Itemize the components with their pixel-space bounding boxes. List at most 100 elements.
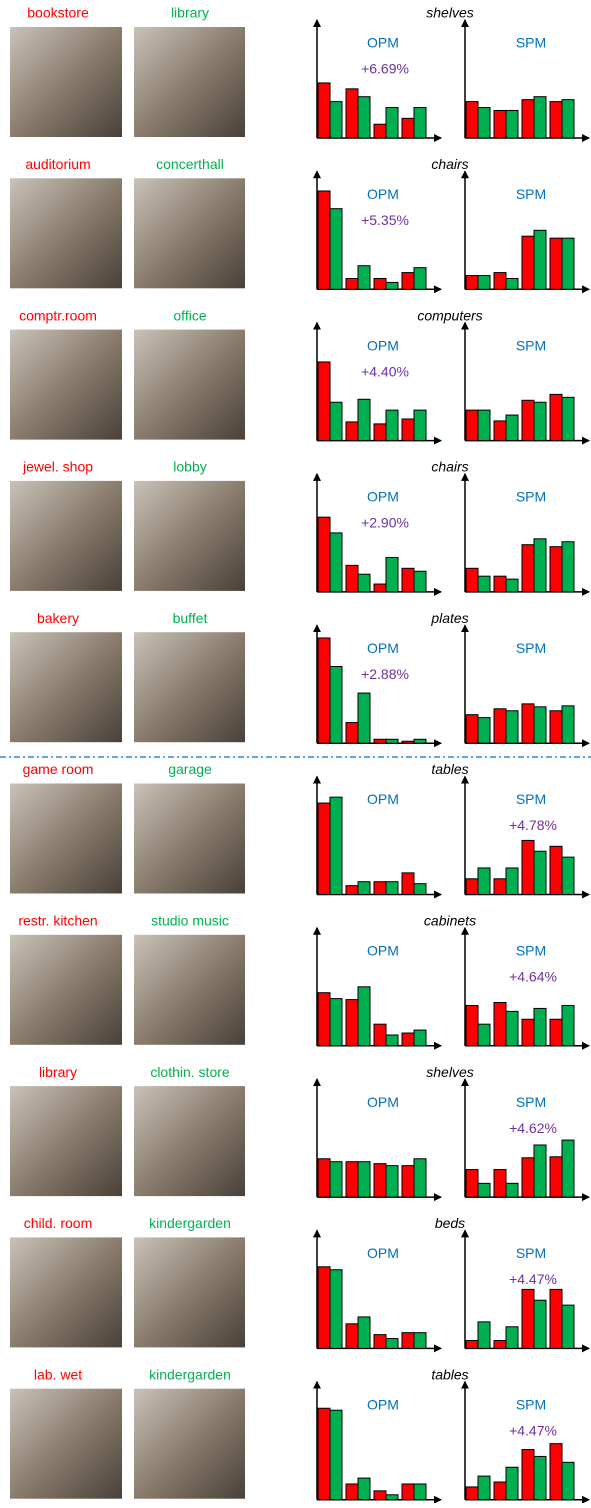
chart-title: SPM bbox=[516, 1245, 546, 1261]
scene-label: clothin. store bbox=[150, 1064, 230, 1080]
scene-image bbox=[10, 1388, 122, 1499]
bar bbox=[373, 1023, 387, 1047]
chart-title: SPM bbox=[516, 1094, 546, 1110]
bar bbox=[561, 1304, 575, 1349]
bar bbox=[317, 802, 331, 895]
bar bbox=[561, 1461, 575, 1501]
bar bbox=[345, 1161, 359, 1198]
bar bbox=[401, 567, 415, 593]
bar bbox=[345, 277, 359, 290]
scene-image bbox=[134, 1388, 245, 1499]
chart-title: SPM bbox=[516, 337, 546, 353]
bar bbox=[345, 722, 359, 744]
bar bbox=[401, 1483, 415, 1501]
chart-title: OPM bbox=[367, 186, 399, 202]
bar bbox=[477, 1475, 491, 1501]
bar bbox=[401, 117, 415, 139]
bar bbox=[413, 409, 427, 442]
bar bbox=[493, 1169, 507, 1198]
bar bbox=[549, 101, 563, 139]
bar bbox=[505, 1326, 519, 1349]
scene-image bbox=[134, 934, 245, 1045]
object-label: shelves bbox=[426, 1064, 473, 1080]
bar bbox=[505, 867, 519, 896]
scene-label: lab. wet bbox=[34, 1366, 82, 1382]
bar bbox=[477, 575, 491, 593]
bar bbox=[493, 420, 507, 442]
bar bbox=[505, 1010, 519, 1047]
bar bbox=[533, 850, 547, 896]
bar bbox=[549, 1443, 563, 1501]
object-label: computers bbox=[417, 307, 482, 323]
bar bbox=[317, 992, 331, 1047]
bar bbox=[385, 556, 399, 593]
bar bbox=[549, 1018, 563, 1047]
bar bbox=[549, 1156, 563, 1198]
scene-label: kindergarden bbox=[149, 1215, 231, 1231]
chart-title: OPM bbox=[367, 791, 399, 807]
bar bbox=[345, 885, 359, 896]
bar bbox=[357, 265, 371, 290]
bar bbox=[373, 881, 387, 896]
bar bbox=[401, 1165, 415, 1198]
bar bbox=[505, 1182, 519, 1198]
chart-title: OPM bbox=[367, 489, 399, 505]
bar bbox=[493, 708, 507, 744]
object-label: chairs bbox=[431, 156, 468, 172]
bar bbox=[561, 705, 575, 744]
bar bbox=[373, 1490, 387, 1501]
bar bbox=[549, 1288, 563, 1349]
bar bbox=[357, 986, 371, 1047]
bar bbox=[533, 1007, 547, 1047]
bar bbox=[533, 706, 547, 744]
bar bbox=[477, 1023, 491, 1047]
scene-image bbox=[134, 1086, 245, 1197]
bar bbox=[413, 1029, 427, 1047]
bar bbox=[533, 1455, 547, 1501]
gain-label: +6.69% bbox=[361, 61, 409, 77]
bar bbox=[345, 421, 359, 442]
bar bbox=[465, 275, 479, 290]
bar bbox=[533, 1144, 547, 1198]
bar bbox=[401, 418, 415, 442]
bar bbox=[329, 532, 343, 593]
object-label: chairs bbox=[431, 459, 468, 475]
bar bbox=[329, 101, 343, 139]
bar bbox=[329, 1269, 343, 1349]
scene-image bbox=[134, 480, 245, 591]
bar bbox=[561, 396, 575, 442]
bar bbox=[373, 277, 387, 290]
bar bbox=[561, 1004, 575, 1047]
bar bbox=[317, 1158, 331, 1198]
scene-label: restr. kitchen bbox=[18, 913, 97, 929]
scene-image bbox=[10, 783, 122, 894]
bar bbox=[505, 710, 519, 744]
bar bbox=[385, 1034, 399, 1047]
scene-image bbox=[134, 178, 245, 289]
chart-title: SPM bbox=[516, 35, 546, 51]
scene-label: comptr.room bbox=[19, 307, 97, 323]
bar bbox=[329, 998, 343, 1047]
bar bbox=[413, 570, 427, 593]
bar bbox=[493, 878, 507, 895]
scene-image bbox=[10, 178, 122, 289]
bar bbox=[465, 101, 479, 139]
bar bbox=[345, 564, 359, 593]
bar bbox=[549, 845, 563, 895]
bar bbox=[549, 546, 563, 593]
bar bbox=[357, 692, 371, 744]
bar bbox=[413, 267, 427, 290]
bar bbox=[329, 208, 343, 290]
object-label: plates bbox=[430, 610, 468, 626]
scene-label: bookstore bbox=[27, 5, 89, 21]
object-label: tables bbox=[431, 1366, 468, 1382]
bar bbox=[533, 229, 547, 290]
scene-image bbox=[10, 1237, 122, 1348]
bar bbox=[561, 99, 575, 139]
bar bbox=[533, 401, 547, 442]
bar bbox=[521, 703, 535, 744]
bar bbox=[401, 1032, 415, 1047]
bar bbox=[493, 1481, 507, 1501]
